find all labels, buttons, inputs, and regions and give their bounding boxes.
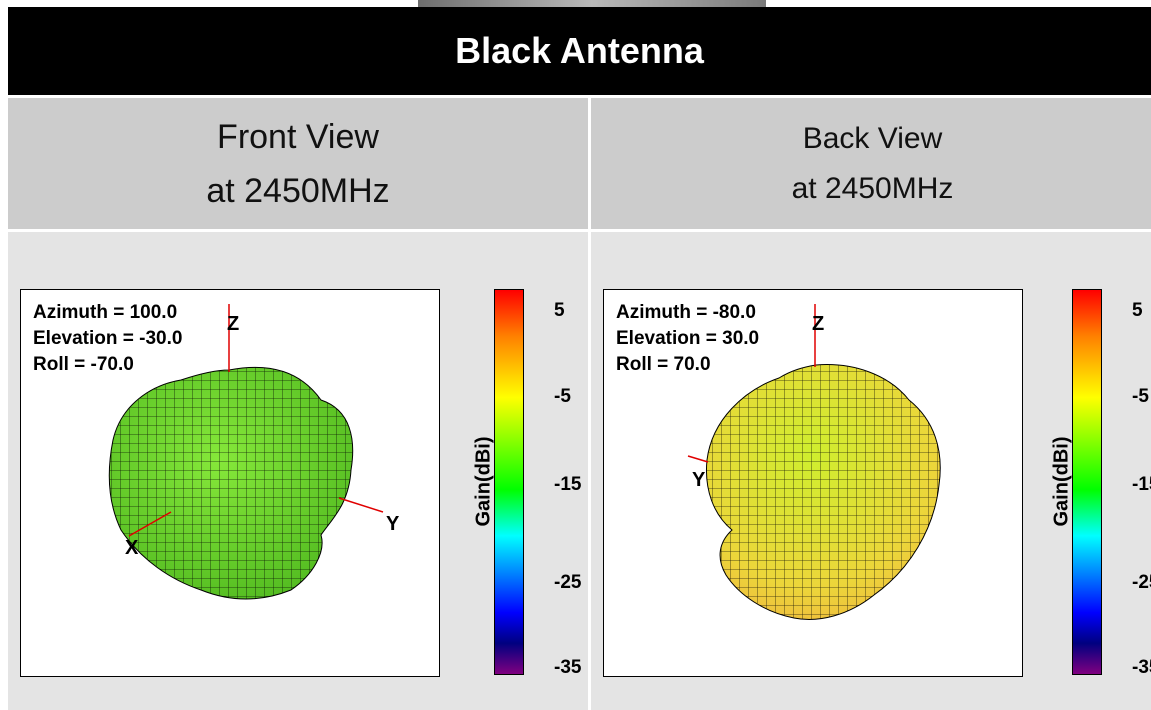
front-colorbar-tick: -15 xyxy=(554,474,582,495)
front-orientation-info: Azimuth = 100.0 Elevation = -30.0 Roll =… xyxy=(33,300,182,378)
front-view-header: Front View at 2450MHz xyxy=(8,98,588,229)
front-colorbar-label: Gain(dBi) xyxy=(472,436,495,527)
back-colorbar-tick: -25 xyxy=(1132,572,1151,593)
front-colorbar-tick: -35 xyxy=(554,657,582,678)
back-view-cell: Z Y Azimuth = -80.0 Elevation = 30.0 Rol… xyxy=(591,232,1151,710)
front-y-label: Y xyxy=(386,513,400,535)
back-colorbar-tick: -15 xyxy=(1132,474,1151,495)
front-colorbar-tick: -5 xyxy=(554,386,571,407)
front-colorbar xyxy=(494,289,524,675)
back-colorbar-tick: -5 xyxy=(1132,386,1149,407)
front-y-axis xyxy=(338,497,384,513)
front-pattern-svg: Z Y X xyxy=(108,304,400,600)
back-view-frequency: at 2450MHz xyxy=(791,171,954,205)
back-orientation-info: Azimuth = -80.0 Elevation = 30.0 Roll = … xyxy=(616,300,759,378)
front-view-cell: Z Y X Azimuth = 100.0 Elevation = -30.0 … xyxy=(8,232,588,710)
front-x-label: X xyxy=(125,537,139,559)
back-z-label: Z xyxy=(812,313,824,335)
front-roll: Roll = -70.0 xyxy=(33,354,134,375)
front-azimuth: Azimuth = 100.0 xyxy=(33,302,178,323)
back-azimuth: Azimuth = -80.0 xyxy=(616,302,756,323)
back-colorbar-tick: 5 xyxy=(1132,300,1143,321)
front-radiation-plot: Z Y X Azimuth = 100.0 Elevation = -30.0 … xyxy=(20,289,440,677)
back-elevation: Elevation = 30.0 xyxy=(616,328,760,349)
back-y-label: Y xyxy=(692,469,706,491)
front-colorbar-tick: 5 xyxy=(554,300,565,321)
photo-strip xyxy=(418,0,766,8)
front-view-frequency: at 2450MHz xyxy=(206,171,390,210)
back-view-title: Back View xyxy=(802,121,943,155)
back-radiation-plot: Z Y Azimuth = -80.0 Elevation = 30.0 Rol… xyxy=(603,289,1023,677)
back-y-axis xyxy=(687,455,709,463)
front-z-label: Z xyxy=(227,313,239,335)
slide-title-bar: Black Antenna xyxy=(8,7,1151,95)
back-colorbar xyxy=(1072,289,1102,675)
views-table: Front View at 2450MHz Back View at 2450M… xyxy=(8,98,1151,710)
back-pattern-svg: Z Y xyxy=(687,304,941,620)
slide-title: Black Antenna xyxy=(455,30,704,71)
back-colorbar-tick: -35 xyxy=(1132,657,1151,678)
front-colorbar-tick: -25 xyxy=(554,572,582,593)
back-colorbar-label: Gain(dBi) xyxy=(1050,436,1073,527)
front-view-title: Front View xyxy=(217,117,379,156)
back-view-header: Back View at 2450MHz xyxy=(591,98,1151,229)
front-elevation: Elevation = -30.0 xyxy=(33,328,183,349)
front-x-axis xyxy=(128,511,172,537)
back-roll: Roll = 70.0 xyxy=(616,354,711,375)
